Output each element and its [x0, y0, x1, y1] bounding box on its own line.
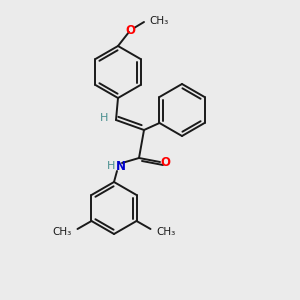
Text: H: H: [106, 161, 115, 171]
Text: CH₃: CH₃: [52, 227, 71, 237]
Text: O: O: [160, 157, 170, 169]
Text: O: O: [125, 25, 135, 38]
Text: CH₃: CH₃: [149, 16, 168, 26]
Text: CH₃: CH₃: [157, 227, 176, 237]
Text: H: H: [100, 113, 108, 123]
Text: N: N: [116, 160, 126, 172]
